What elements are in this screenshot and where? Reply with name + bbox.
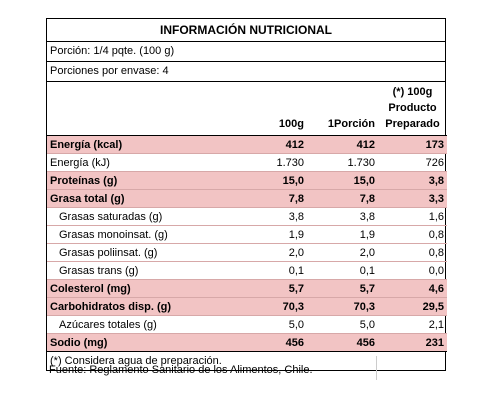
value-100g: 3,8 [235,207,307,226]
header-prepared-line3: Preparado [385,118,440,130]
table-row: Grasas trans (g) 0,1 0,1 0,0 [47,261,447,280]
row-label: Azúcares totales (g) [47,315,235,334]
row-label: Sodio (mg) [47,333,235,352]
value-100g: 5,7 [235,279,307,298]
value-portion: 5,7 [307,279,378,298]
value-portion: 2,0 [307,243,378,262]
value-prepared: 231 [378,333,447,352]
servings-info: Porciones por envase: 4 [47,62,445,82]
value-100g: 412 [235,135,307,154]
value-portion: 0,1 [307,261,378,280]
value-prepared: 3,8 [378,171,447,190]
value-prepared: 3,3 [378,189,447,208]
value-portion: 1.730 [307,153,378,172]
header-prepared: (*) 100g Producto Preparado [378,82,447,136]
row-label: Grasa total (g) [47,189,235,208]
row-label: Grasas trans (g) [47,261,235,280]
header-row: 100g 1Porción (*) 100g Producto Preparad… [47,82,447,136]
table-row: Grasas monoinsat. (g) 1,9 1,9 0,8 [47,225,447,244]
value-portion: 1,9 [307,225,378,244]
table-row: Proteínas (g) 15,0 15,0 3,8 [47,171,447,190]
value-100g: 70,3 [235,297,307,316]
value-prepared: 29,5 [378,297,447,316]
divider-line [376,356,377,380]
table-row: Carbohidratos disp. (g) 70,3 70,3 29,5 [47,297,447,316]
value-prepared: 4,6 [378,279,447,298]
header-prepared-line2: Producto [388,102,437,114]
panel-title: INFORMACIÓN NUTRICIONAL [47,19,445,42]
footnote: (*) Considera agua de preparación. [50,355,222,367]
value-portion: 3,8 [307,207,378,226]
row-label: Proteínas (g) [47,171,235,190]
row-label: Energía (kJ) [47,153,235,172]
table-row: Colesterol (mg) 5,7 5,7 4,6 [47,279,447,298]
value-100g: 15,0 [235,171,307,190]
value-prepared: 0,0 [378,261,447,280]
header-100g: 100g [235,82,307,136]
value-portion: 70,3 [307,297,378,316]
table-row: Energía (kJ) 1.730 1.730 726 [47,153,447,172]
value-prepared: 2,1 [378,315,447,334]
row-label: Carbohidratos disp. (g) [47,297,235,316]
row-label: Colesterol (mg) [47,279,235,298]
nutrition-panel: INFORMACIÓN NUTRICIONAL Porción: 1/4 pqt… [46,18,447,371]
table-row: Azúcares totales (g) 5,0 5,0 2,1 [47,315,447,334]
table-row: Energía (kcal) 412 412 173 [47,135,447,154]
portion-info: Porción: 1/4 pqte. (100 g) [47,42,445,62]
value-100g: 7,8 [235,189,307,208]
table-row: Sodio (mg) 456 456 231 [47,333,447,352]
value-portion: 15,0 [307,171,378,190]
value-portion: 5,0 [307,315,378,334]
value-100g: 2,0 [235,243,307,262]
value-prepared: 0,8 [378,243,447,262]
value-100g: 1.730 [235,153,307,172]
value-100g: 5,0 [235,315,307,334]
value-100g: 1,9 [235,225,307,244]
table-row: Grasa total (g) 7,8 7,8 3,3 [47,189,447,208]
nutrition-rows: Energía (kcal) 412 412 173 Energía (kJ) 1.730… [47,135,447,352]
nutrition-table: 100g 1Porción (*) 100g Producto Preparad… [47,82,447,352]
value-prepared: 173 [378,135,447,154]
value-100g: 0,1 [235,261,307,280]
value-portion: 7,8 [307,189,378,208]
value-prepared: 726 [378,153,447,172]
table-row: Grasas saturadas (g) 3,8 3,8 1,6 [47,207,447,226]
row-label: Energía (kcal) [47,135,235,154]
value-portion: 412 [307,135,378,154]
header-prepared-line1: (*) 100g [392,86,433,98]
source-note: Fuente: Reglamento Sanitario de los Alim… [49,364,313,376]
row-label: Grasas monoinsat. (g) [47,225,235,244]
table-row: Grasas poliinsat. (g) 2,0 2,0 0,8 [47,243,447,262]
header-label [47,82,235,136]
row-label: Grasas poliinsat. (g) [47,243,235,262]
value-prepared: 1,6 [378,207,447,226]
header-portion: 1Porción [307,82,378,136]
row-label: Grasas saturadas (g) [47,207,235,226]
value-portion: 456 [307,333,378,352]
value-100g: 456 [235,333,307,352]
value-prepared: 0,8 [378,225,447,244]
